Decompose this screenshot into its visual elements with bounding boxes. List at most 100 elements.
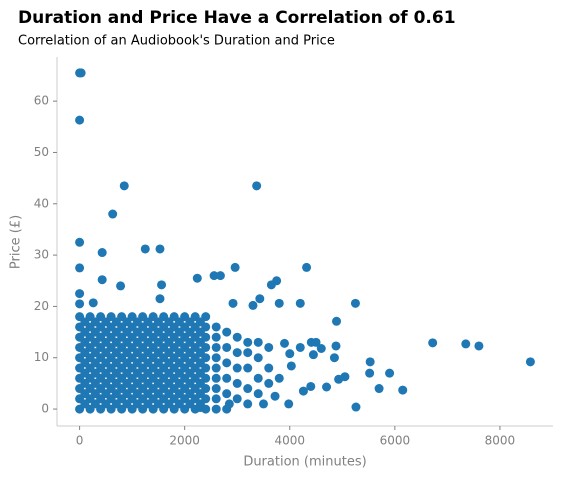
point <box>101 368 111 378</box>
point <box>185 348 195 358</box>
point <box>75 115 85 125</box>
point <box>185 358 195 368</box>
point <box>253 353 263 363</box>
point <box>224 399 234 409</box>
point <box>111 389 121 399</box>
point <box>174 368 184 378</box>
point <box>153 358 163 368</box>
y-tick-label: 30 <box>34 248 49 262</box>
point <box>153 399 163 409</box>
point <box>153 368 163 378</box>
point <box>143 378 153 388</box>
point <box>122 317 132 327</box>
point <box>101 317 111 327</box>
point <box>222 389 232 399</box>
point <box>75 263 85 273</box>
point <box>80 389 90 399</box>
point <box>350 298 360 308</box>
point <box>232 363 242 373</box>
point <box>80 348 90 358</box>
x-tick-label: 6000 <box>380 434 411 448</box>
point <box>243 384 253 394</box>
point <box>185 317 195 327</box>
point <box>97 248 107 258</box>
point <box>255 294 265 304</box>
point <box>264 378 274 388</box>
point <box>295 342 305 352</box>
point <box>111 327 121 337</box>
point <box>164 348 174 358</box>
point <box>195 317 205 327</box>
point <box>316 344 326 354</box>
point <box>295 298 305 308</box>
point <box>143 327 153 337</box>
point <box>164 327 174 337</box>
point <box>185 389 195 399</box>
point <box>215 271 225 281</box>
point <box>461 339 471 349</box>
point <box>101 337 111 347</box>
point <box>253 337 263 347</box>
point <box>101 348 111 358</box>
point <box>195 327 205 337</box>
point <box>365 357 375 367</box>
point <box>195 358 205 368</box>
point <box>308 350 318 360</box>
point <box>195 378 205 388</box>
point <box>122 327 132 337</box>
point <box>122 337 132 347</box>
point <box>111 378 121 388</box>
point <box>195 403 205 413</box>
chart-title: Duration and Price Have a Correlation of… <box>18 8 456 28</box>
point <box>264 342 274 352</box>
point <box>302 262 312 272</box>
point <box>211 384 221 394</box>
point <box>211 353 221 363</box>
point <box>306 381 316 391</box>
point <box>90 348 100 358</box>
point <box>232 332 242 342</box>
point <box>97 275 107 285</box>
point <box>101 399 111 409</box>
point <box>253 389 263 399</box>
point <box>111 348 121 358</box>
point <box>195 389 205 399</box>
point <box>164 337 174 347</box>
point <box>80 378 90 388</box>
point <box>153 389 163 399</box>
point <box>365 368 375 378</box>
point <box>153 348 163 358</box>
point <box>164 378 174 388</box>
x-tick-label: 4000 <box>274 434 305 448</box>
point <box>111 368 121 378</box>
point <box>428 338 438 348</box>
point <box>228 298 238 308</box>
y-tick-label: 10 <box>34 350 49 364</box>
point <box>132 389 142 399</box>
point <box>90 317 100 327</box>
point <box>132 378 142 388</box>
point <box>195 348 205 358</box>
point <box>232 348 242 358</box>
point <box>211 363 221 373</box>
point <box>164 317 174 327</box>
point <box>132 348 142 358</box>
point <box>334 374 344 384</box>
point <box>280 338 290 348</box>
point <box>174 358 184 368</box>
point <box>329 353 339 363</box>
point <box>143 389 153 399</box>
point <box>143 348 153 358</box>
point <box>195 337 205 347</box>
x-tick-label: 8000 <box>485 434 516 448</box>
point <box>525 357 535 367</box>
point <box>80 327 90 337</box>
point <box>143 337 153 347</box>
point <box>80 368 90 378</box>
point <box>76 68 86 78</box>
point <box>185 378 195 388</box>
point <box>174 348 184 358</box>
point <box>232 378 242 388</box>
point <box>274 298 284 308</box>
point <box>252 181 262 191</box>
